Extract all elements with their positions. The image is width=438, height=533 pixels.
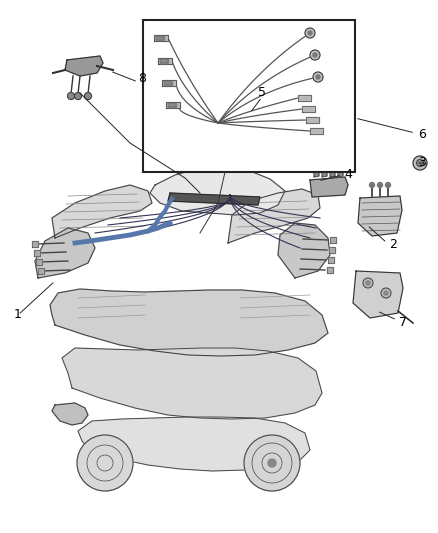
Circle shape bbox=[378, 182, 382, 188]
Circle shape bbox=[316, 75, 320, 79]
Polygon shape bbox=[353, 271, 403, 318]
Text: 5: 5 bbox=[258, 86, 266, 100]
Polygon shape bbox=[156, 36, 164, 40]
Circle shape bbox=[77, 435, 133, 491]
Polygon shape bbox=[168, 103, 176, 107]
Polygon shape bbox=[32, 241, 38, 247]
Polygon shape bbox=[52, 403, 88, 425]
Polygon shape bbox=[52, 185, 152, 238]
Polygon shape bbox=[164, 81, 172, 85]
Polygon shape bbox=[162, 80, 176, 86]
Text: 2: 2 bbox=[389, 238, 397, 252]
Circle shape bbox=[85, 93, 92, 100]
Circle shape bbox=[363, 278, 373, 288]
Circle shape bbox=[310, 50, 320, 60]
Polygon shape bbox=[34, 250, 40, 256]
Circle shape bbox=[74, 93, 81, 100]
Polygon shape bbox=[298, 95, 311, 101]
Circle shape bbox=[308, 31, 312, 35]
Text: 6: 6 bbox=[418, 128, 426, 141]
Circle shape bbox=[413, 156, 427, 170]
Polygon shape bbox=[36, 259, 42, 265]
Polygon shape bbox=[306, 117, 319, 123]
Text: 3: 3 bbox=[418, 157, 426, 169]
Polygon shape bbox=[228, 189, 320, 243]
Circle shape bbox=[313, 72, 323, 82]
Bar bbox=[143, 20, 355, 172]
Polygon shape bbox=[278, 223, 330, 278]
Polygon shape bbox=[327, 267, 333, 273]
Circle shape bbox=[381, 288, 391, 298]
Polygon shape bbox=[65, 56, 103, 76]
Polygon shape bbox=[328, 257, 334, 263]
Polygon shape bbox=[310, 128, 323, 134]
Circle shape bbox=[67, 93, 74, 100]
Polygon shape bbox=[358, 196, 402, 236]
Circle shape bbox=[370, 182, 374, 188]
Polygon shape bbox=[302, 106, 315, 112]
Polygon shape bbox=[62, 348, 322, 419]
Polygon shape bbox=[78, 417, 310, 471]
Polygon shape bbox=[158, 58, 172, 64]
Polygon shape bbox=[329, 247, 335, 253]
Polygon shape bbox=[166, 102, 180, 108]
Polygon shape bbox=[150, 167, 285, 215]
Circle shape bbox=[244, 435, 300, 491]
Circle shape bbox=[384, 291, 388, 295]
Polygon shape bbox=[322, 167, 327, 177]
Polygon shape bbox=[338, 167, 343, 177]
Text: 8: 8 bbox=[138, 71, 146, 85]
Polygon shape bbox=[330, 237, 336, 243]
Polygon shape bbox=[35, 228, 95, 278]
Polygon shape bbox=[38, 268, 44, 274]
Polygon shape bbox=[330, 167, 335, 177]
Circle shape bbox=[268, 459, 276, 467]
Circle shape bbox=[366, 281, 370, 285]
Polygon shape bbox=[314, 167, 319, 177]
Polygon shape bbox=[50, 289, 328, 356]
Polygon shape bbox=[168, 193, 260, 205]
Polygon shape bbox=[310, 177, 348, 197]
Circle shape bbox=[385, 182, 391, 188]
Text: 4: 4 bbox=[344, 168, 352, 182]
Polygon shape bbox=[154, 35, 168, 41]
Polygon shape bbox=[160, 59, 168, 63]
Text: 7: 7 bbox=[399, 317, 407, 329]
Circle shape bbox=[417, 159, 424, 166]
Circle shape bbox=[313, 53, 317, 57]
Text: 1: 1 bbox=[14, 309, 22, 321]
Circle shape bbox=[305, 28, 315, 38]
